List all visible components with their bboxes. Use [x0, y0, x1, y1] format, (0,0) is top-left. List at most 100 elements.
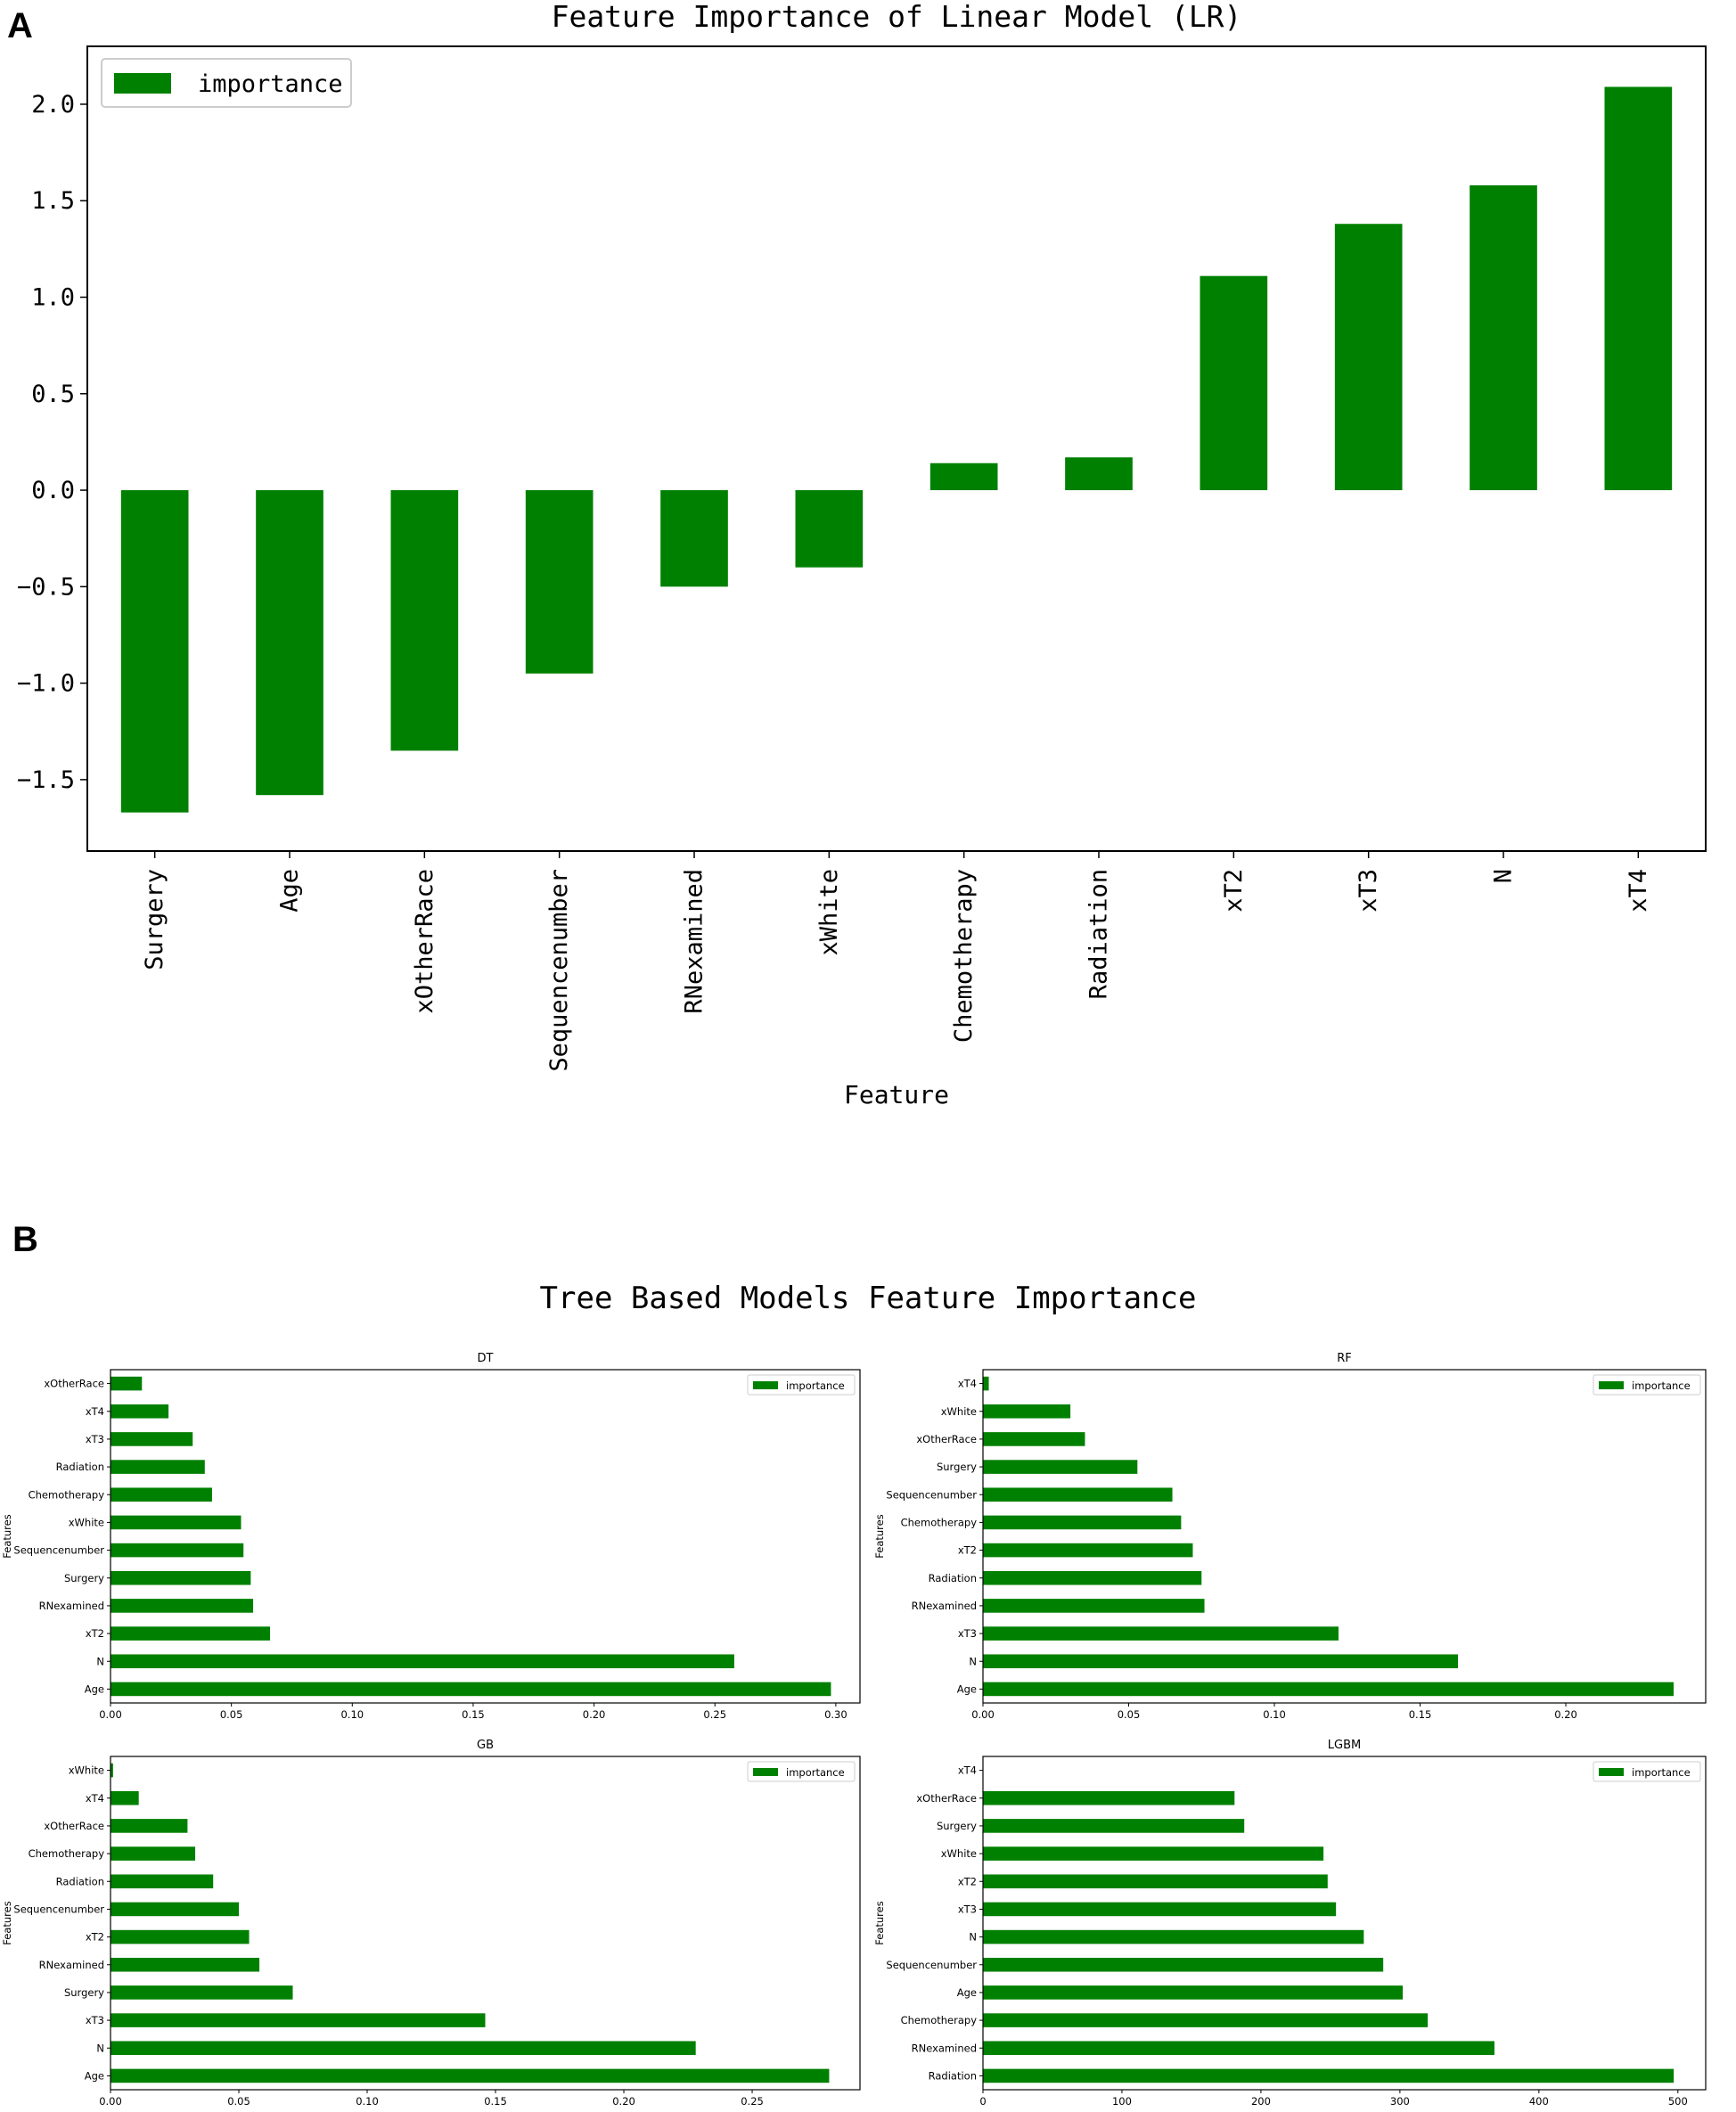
rf-legend-swatch: [1599, 1381, 1624, 1389]
gb-xtick-label: 0.25: [741, 2095, 764, 2108]
rf-ytick-label: xOtherRace: [916, 1433, 977, 1445]
panel-b-label: B: [12, 1220, 38, 1259]
lr-ytick-label: −1.0: [17, 670, 75, 698]
gb-bar-xt2: [111, 1929, 250, 1944]
gb-bar-xwhite: [111, 1763, 113, 1778]
lr-ytick-label: 1.0: [31, 284, 75, 312]
lgbm-chart: LGBM Radiation RNexamined Chemotherapy Age Se…: [873, 1739, 1707, 2108]
gb-ytick-label: xT3: [86, 2014, 104, 2026]
dt-bar-n: [111, 1654, 734, 1669]
lgbm-legend-swatch: [1599, 1768, 1624, 1776]
dt-bar-xwhite: [111, 1515, 242, 1530]
lgbm-ytick-label: xT3: [958, 1903, 977, 1915]
dt-ytick-label: Radiation: [56, 1461, 104, 1473]
dt-bar-xt3: [111, 1432, 193, 1446]
dt-xtick-label: 0.15: [462, 1708, 485, 1721]
gb-ytick-label: Age: [85, 2069, 104, 2082]
gb-ytick-label: Sequencenumber: [13, 1903, 104, 1915]
lgbm-xtick-label: 200: [1251, 2095, 1271, 2108]
rf-ytick-label: xT2: [958, 1544, 977, 1557]
lr-xtick-label: Surgery: [141, 869, 168, 970]
rf-xtick-label: 0.00: [971, 1708, 995, 1721]
rf-xtick-label: 0.10: [1263, 1708, 1286, 1721]
lgbm-ytick-label: xOtherRace: [916, 1792, 977, 1805]
lgbm-bar-n: [983, 1929, 1364, 1944]
dt-bar-xt2: [111, 1626, 271, 1641]
lr-xtick-label: Radiation: [1085, 869, 1113, 999]
lgbm-xtick-label: 400: [1529, 2095, 1549, 2108]
dt-bar-chemotherapy: [111, 1487, 212, 1502]
gb-bar-surgery: [111, 1985, 293, 2000]
dt-ytick-label: N: [96, 1655, 104, 1667]
lr-bar-n: [1470, 184, 1537, 491]
rf-ytick-label: xT3: [958, 1627, 977, 1640]
lgbm-bar-xt3: [983, 1902, 1337, 1917]
rf-ytick-label: N: [969, 1655, 977, 1667]
lgbm-legend-box: [1593, 1761, 1701, 1782]
dt-legend-box: [747, 1374, 856, 1396]
dt-legend-label: importance: [786, 1379, 845, 1392]
gb-bar-sequencenumber: [111, 1902, 240, 1917]
lr-legend-swatch: [114, 73, 171, 94]
gb-bar-radiation: [111, 1874, 214, 1889]
dt-xtick-label: 0.20: [583, 1708, 606, 1721]
dt-bar-rnexamined: [111, 1599, 254, 1613]
dt-legend-swatch: [753, 1381, 778, 1389]
lr-xtick-label: Chemotherapy: [950, 869, 978, 1043]
lgbm-bar-rnexamined: [983, 2041, 1494, 2056]
lr-xtick-label: xT4: [1625, 869, 1652, 913]
lr-bar-age: [256, 490, 323, 796]
lr-chart: Feature Importance of Linear Model (LR) S…: [17, 0, 1707, 1109]
gb-ytick-label: xT4: [86, 1792, 104, 1805]
lgbm-ylabel: Features: [873, 1901, 886, 1944]
lr-bar-surgery: [120, 490, 189, 813]
gb-legend-swatch: [753, 1768, 778, 1776]
dt-ytick-label: xT4: [86, 1405, 104, 1418]
lgbm-bar-xotherrace: [983, 1790, 1235, 1805]
rf-bar-xwhite: [983, 1404, 1071, 1419]
gb-xtick-label: 0.05: [227, 2095, 250, 2108]
lgbm-xtick-label: 300: [1390, 2095, 1410, 2108]
lgbm-ytick-label: RNexamined: [912, 2042, 977, 2054]
lr-ytick-label: 2.0: [31, 91, 75, 119]
lr-bar-radiation: [1065, 457, 1133, 491]
lr-bar-sequencenumber: [525, 490, 594, 674]
dt-bar-xt4: [111, 1404, 169, 1419]
lgbm-ytick-label: Sequencenumber: [886, 1959, 977, 1971]
gb-ytick-label: Chemotherapy: [29, 1847, 105, 1860]
lgbm-legend-label: importance: [1632, 1766, 1691, 1779]
lr-bar-xwhite: [795, 490, 864, 568]
lgbm-bar-age: [983, 1985, 1404, 2000]
dt-ytick-label: Age: [85, 1682, 104, 1695]
dt-bar-radiation: [111, 1460, 205, 1474]
dt-ytick-label: Surgery: [64, 1572, 104, 1584]
dt-bar-sequencenumber: [111, 1543, 244, 1558]
gb-ytick-label: xOtherRace: [44, 1820, 104, 1832]
gb-xtick-label: 0.20: [612, 2095, 635, 2108]
rf-title: RF: [1337, 1352, 1352, 1365]
gb-xtick-label: 0.10: [356, 2095, 379, 2108]
lr-title: Feature Importance of Linear Model (LR): [552, 0, 1242, 34]
gb-bar-age: [111, 2068, 830, 2083]
gb-ytick-label: Radiation: [56, 1875, 104, 1887]
dt-title: DT: [478, 1352, 494, 1365]
rf-legend-box: [1593, 1374, 1701, 1396]
gb-ylabel: Features: [1, 1901, 13, 1944]
lr-xtick-label: xOtherRace: [411, 869, 438, 1014]
lr-ytick-label: −0.5: [17, 573, 75, 601]
lr-bar-chemotherapy: [929, 463, 998, 491]
lgbm-bar-xt2: [983, 1874, 1328, 1889]
dt-bar-surgery: [111, 1570, 251, 1585]
lgbm-title: LGBM: [1328, 1739, 1361, 1752]
lgbm-axes-frame: [982, 1756, 1707, 2091]
tree-suptitle: Tree Based Models Feature Importance: [540, 1281, 1197, 1316]
lgbm-ytick-label: xT2: [958, 1875, 977, 1887]
lr-xtick-label: xWhite: [815, 869, 843, 956]
rf-bar-age: [983, 1682, 1675, 1697]
rf-bar-xt4: [983, 1376, 989, 1391]
dt-ylabel: Features: [1, 1514, 13, 1558]
dt-bar-age: [111, 1682, 831, 1697]
